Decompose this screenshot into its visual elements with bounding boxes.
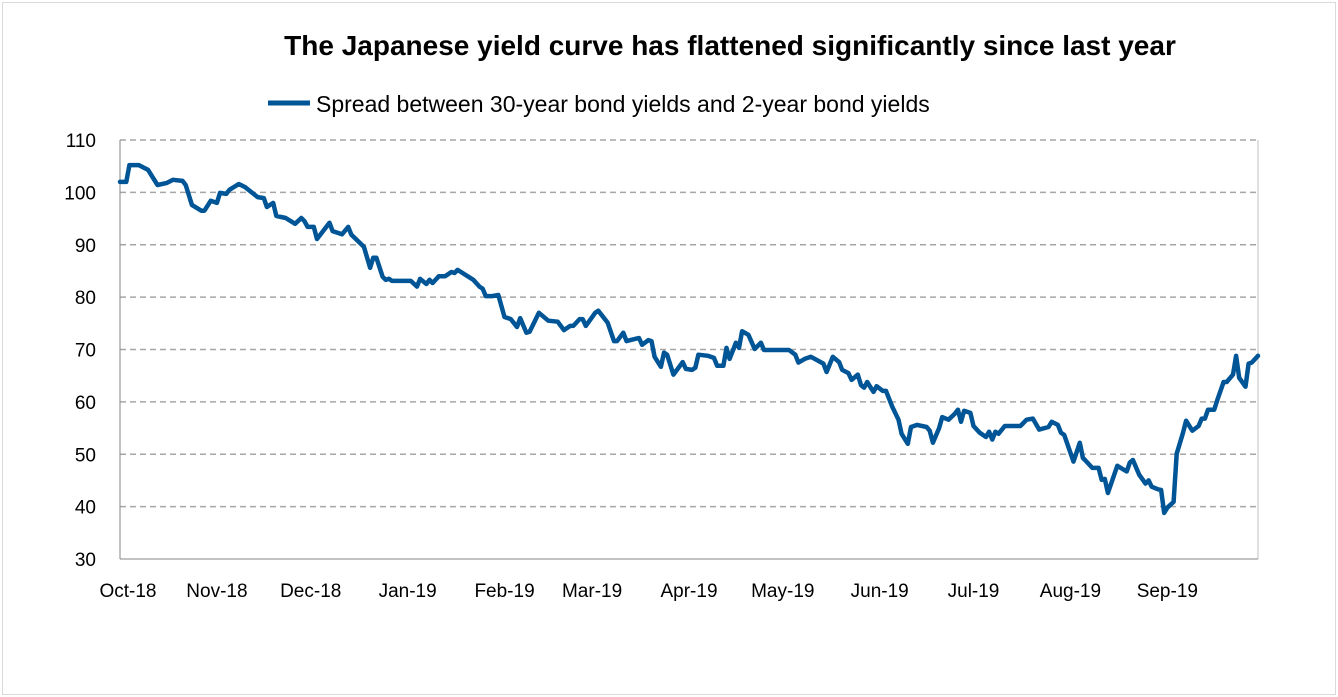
y-tick-label: 60: [75, 393, 96, 414]
legend-label: Spread between 30-year bond yields and 2…: [316, 91, 930, 117]
legend: Spread between 30-year bond yields and 2…: [268, 91, 930, 117]
x-tick-label: Sep-19: [1137, 581, 1198, 602]
x-tick-label: May-19: [751, 581, 814, 602]
y-tick-label: 110: [66, 131, 96, 152]
x-tick-label: Dec-18: [280, 581, 341, 602]
y-tick-label: 40: [75, 498, 96, 519]
y-tick-label: 100: [64, 183, 96, 204]
x-tick-label: Nov-18: [186, 581, 247, 602]
x-tick-label: Feb-19: [474, 581, 534, 602]
x-tick-label: Apr-19: [660, 581, 717, 602]
x-tick-label: Oct-18: [99, 581, 156, 602]
x-tick-label: Mar-19: [562, 581, 622, 602]
y-tick-label: 90: [75, 236, 96, 257]
series-line: [117, 162, 1261, 516]
y-tick-label: 50: [75, 445, 96, 466]
x-tick-label: Jul-19: [948, 581, 1000, 602]
x-tick-label: Aug-19: [1040, 581, 1101, 602]
y-tick-label: 70: [75, 341, 96, 362]
y-tick-label: 80: [75, 288, 96, 309]
chart-title: The Japanese yield curve has flattened s…: [284, 30, 1176, 61]
x-tick-label: Jan-19: [379, 581, 437, 602]
x-tick-label: Jun-19: [851, 581, 909, 602]
y-tick-label: 30: [75, 550, 96, 571]
